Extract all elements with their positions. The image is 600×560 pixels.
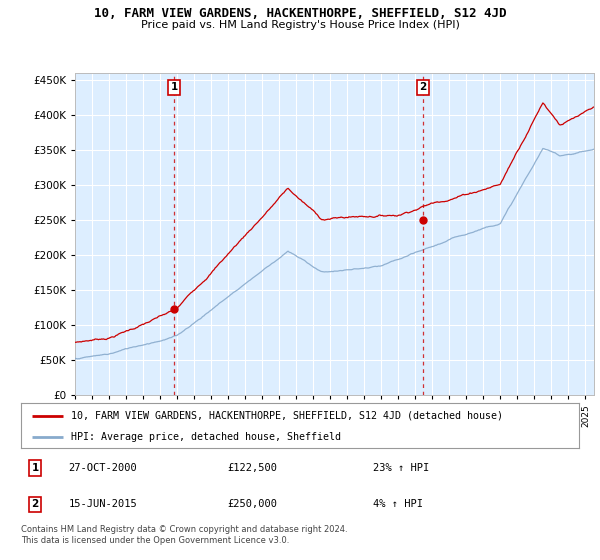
- Text: 2: 2: [419, 82, 427, 92]
- Text: 15-JUN-2015: 15-JUN-2015: [68, 500, 137, 510]
- Text: 2: 2: [31, 500, 38, 510]
- Text: £250,000: £250,000: [227, 500, 277, 510]
- Text: 10, FARM VIEW GARDENS, HACKENTHORPE, SHEFFIELD, S12 4JD: 10, FARM VIEW GARDENS, HACKENTHORPE, SHE…: [94, 7, 506, 20]
- Text: 1: 1: [170, 82, 178, 92]
- Text: 10, FARM VIEW GARDENS, HACKENTHORPE, SHEFFIELD, S12 4JD (detached house): 10, FARM VIEW GARDENS, HACKENTHORPE, SHE…: [71, 410, 503, 421]
- Text: Price paid vs. HM Land Registry's House Price Index (HPI): Price paid vs. HM Land Registry's House …: [140, 20, 460, 30]
- Text: HPI: Average price, detached house, Sheffield: HPI: Average price, detached house, Shef…: [71, 432, 341, 442]
- Text: £122,500: £122,500: [227, 463, 277, 473]
- Text: 23% ↑ HPI: 23% ↑ HPI: [373, 463, 429, 473]
- Text: 1: 1: [31, 463, 38, 473]
- Text: 27-OCT-2000: 27-OCT-2000: [68, 463, 137, 473]
- Text: 4% ↑ HPI: 4% ↑ HPI: [373, 500, 422, 510]
- Text: Contains HM Land Registry data © Crown copyright and database right 2024.
This d: Contains HM Land Registry data © Crown c…: [21, 525, 347, 545]
